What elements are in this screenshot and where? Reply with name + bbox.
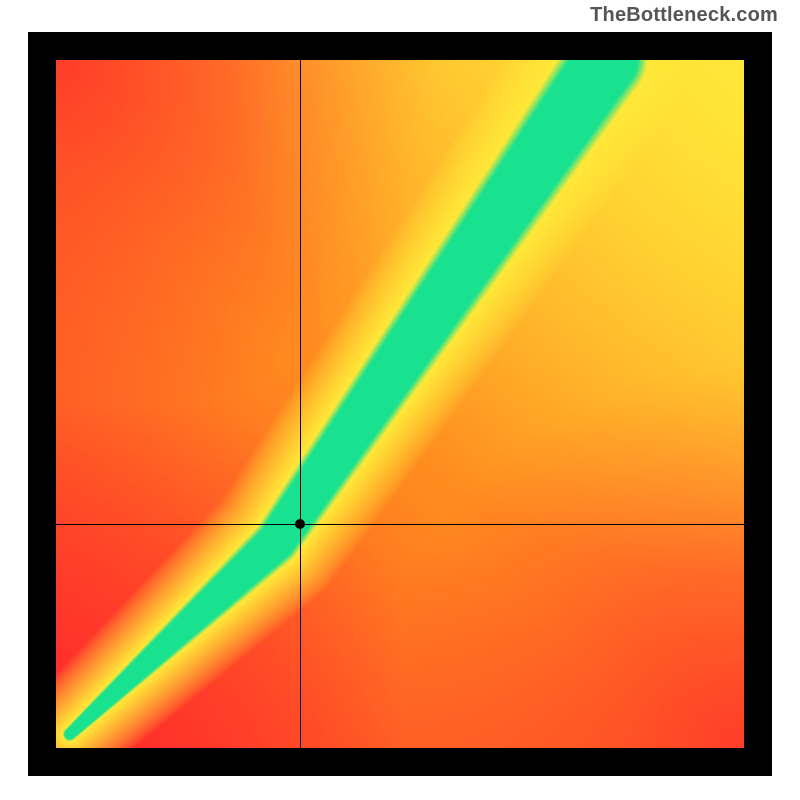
crosshair-vertical (300, 60, 301, 748)
crosshair-marker (295, 519, 305, 529)
watermark-text: TheBottleneck.com (590, 4, 778, 27)
chart-frame (28, 32, 772, 776)
crosshair-horizontal (56, 524, 744, 525)
plot-area (56, 60, 744, 748)
chart-container: TheBottleneck.com (0, 0, 800, 800)
heatmap-canvas (56, 60, 744, 748)
